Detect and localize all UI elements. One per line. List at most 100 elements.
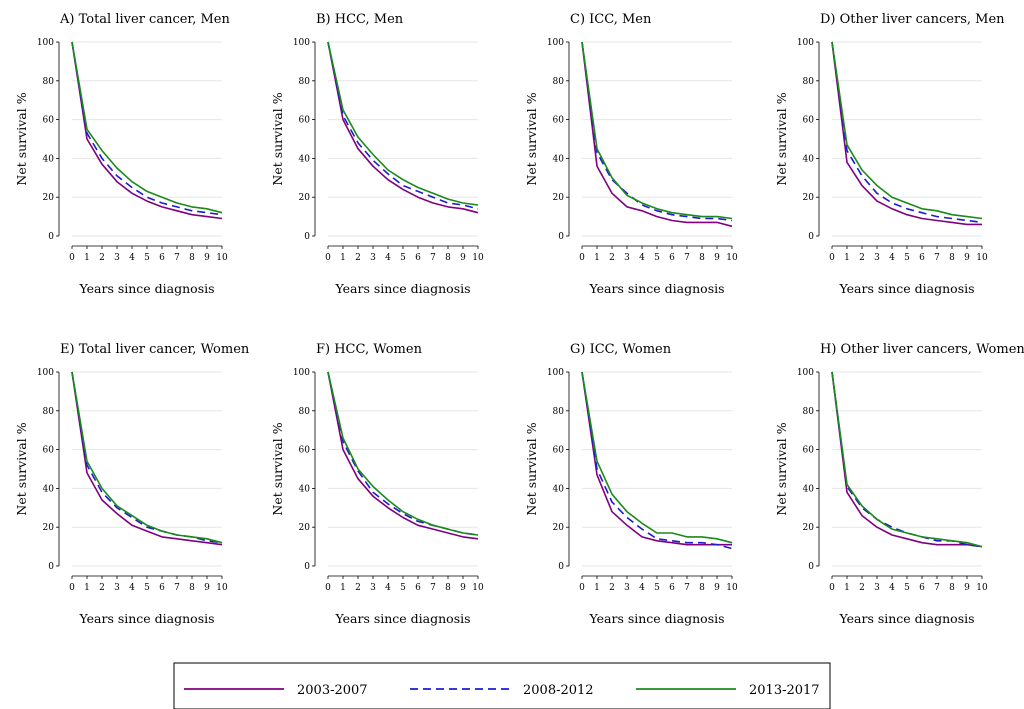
chart-panel: H) Other liver cancers, Women02040608010…: [774, 342, 1024, 626]
x-axis-title: Years since diagnosis: [334, 611, 470, 626]
x-tick-label: 4: [129, 253, 135, 263]
y-tick-label: 60: [553, 116, 565, 126]
x-tick-label: 10: [726, 583, 738, 593]
y-axis-title: Net survival %: [14, 92, 29, 185]
x-tick-label: 1: [594, 253, 600, 263]
x-tick-label: 2: [609, 583, 615, 593]
series-line: [581, 371, 733, 544]
x-tick-label: 6: [919, 583, 925, 593]
x-tick-label: 9: [460, 253, 466, 263]
x-tick-label: 10: [726, 253, 738, 263]
y-tick-label: 0: [558, 232, 564, 242]
x-tick-label: 7: [430, 253, 436, 263]
legend-frame: [173, 662, 831, 709]
series-line: [71, 41, 223, 214]
x-tick-label: 1: [594, 583, 600, 593]
y-tick-label: 80: [299, 77, 311, 87]
series-line: [71, 41, 223, 220]
x-tick-label: 6: [159, 253, 165, 263]
y-tick-label: 20: [43, 523, 55, 533]
y-tick-label: 60: [43, 116, 55, 126]
x-tick-label: 10: [976, 253, 988, 263]
x-tick-label: 3: [370, 253, 376, 263]
x-tick-label: 7: [934, 253, 940, 263]
y-tick-label: 60: [803, 446, 815, 456]
x-tick-label: 8: [445, 583, 451, 593]
y-tick-label: 40: [553, 154, 565, 164]
series-line: [71, 41, 223, 216]
x-tick-label: 0: [325, 583, 331, 593]
x-tick-label: 7: [934, 583, 940, 593]
series-line: [327, 371, 479, 536]
y-tick-label: 20: [553, 523, 565, 533]
x-tick-label: 4: [129, 583, 135, 593]
x-tick-label: 8: [949, 583, 955, 593]
y-tick-label: 0: [808, 232, 814, 242]
x-tick-label: 7: [430, 583, 436, 593]
y-tick-label: 20: [553, 193, 565, 203]
x-tick-label: 1: [844, 253, 850, 263]
x-tick-label: 1: [844, 583, 850, 593]
x-tick-label: 6: [159, 583, 165, 593]
y-tick-label: 20: [803, 523, 815, 533]
x-tick-label: 3: [624, 583, 630, 593]
y-tick-label: 80: [803, 77, 815, 87]
panel-title: E) Total liver cancer, Women: [60, 342, 250, 357]
legend-label: 2013-2017: [749, 683, 820, 698]
x-tick-label: 0: [829, 583, 835, 593]
chart-panel: D) Other liver cancers, Men 0 20 40 60 80 100 0…: [774, 12, 1005, 296]
x-tick-label: 8: [699, 253, 705, 263]
x-tick-label: 7: [684, 253, 690, 263]
panel-title: C) ICC, Men: [570, 12, 652, 27]
y-tick-label: 40: [553, 484, 565, 494]
series-line: [831, 371, 983, 548]
x-tick-label: 0: [325, 253, 331, 263]
y-axis-title: Net survival %: [14, 422, 29, 515]
y-axis-title: Net survival %: [270, 92, 285, 185]
x-tick-label: 3: [624, 253, 630, 263]
y-tick-label: 100: [37, 38, 54, 48]
panel-title: A) Total liver cancer, Men: [59, 12, 230, 27]
x-tick-label: 10: [472, 253, 484, 263]
y-tick-label: 100: [293, 38, 310, 48]
x-axis-title: Years since diagnosis: [78, 281, 214, 296]
x-tick-label: 2: [355, 253, 361, 263]
y-tick-label: 40: [299, 484, 311, 494]
x-axis-title: Years since diagnosis: [838, 281, 974, 296]
panel-title: B) HCC, Men: [316, 12, 404, 27]
x-tick-label: 9: [714, 583, 720, 593]
y-tick-label: 80: [299, 407, 311, 417]
x-tick-label: 3: [874, 253, 880, 263]
x-tick-label: 5: [400, 253, 406, 263]
x-tick-label: 4: [385, 583, 391, 593]
y-tick-label: 100: [797, 38, 814, 48]
x-tick-label: 8: [949, 253, 955, 263]
x-tick-label: 9: [714, 253, 720, 263]
y-tick-label: 40: [43, 484, 55, 494]
y-tick-label: 60: [299, 446, 311, 456]
y-tick-label: 0: [558, 562, 564, 572]
x-tick-label: 5: [904, 583, 910, 593]
x-tick-label: 6: [415, 583, 421, 593]
series-line: [831, 371, 983, 548]
series-line: [71, 371, 223, 544]
x-tick-label: 3: [874, 583, 880, 593]
series-line: [581, 371, 732, 546]
x-tick-label: 2: [859, 253, 865, 263]
series-line: [831, 41, 983, 224]
y-tick-label: 60: [553, 446, 565, 456]
x-tick-label: 2: [859, 583, 865, 593]
series-line: [327, 41, 479, 206]
y-axis-title: Net survival %: [774, 422, 789, 515]
x-tick-label: 4: [639, 583, 645, 593]
series-line: [831, 41, 982, 226]
x-tick-label: 10: [216, 583, 228, 593]
y-axis-title: Net survival %: [774, 92, 789, 185]
series-line: [581, 371, 733, 550]
x-tick-label: 10: [472, 583, 484, 593]
y-tick-label: 100: [37, 368, 54, 378]
